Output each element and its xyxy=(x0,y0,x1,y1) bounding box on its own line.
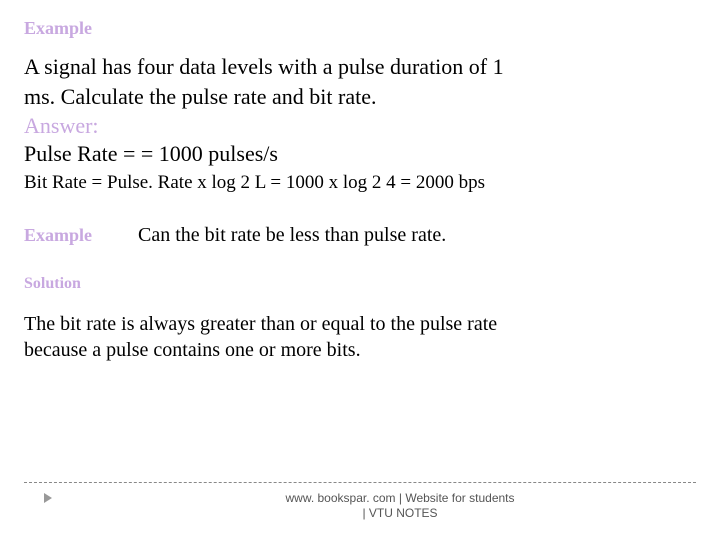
play-icon xyxy=(44,493,52,503)
footer-line-1: www. bookspar. com | Website for student… xyxy=(286,491,515,505)
problem-line-1: A signal has four data levels with a pul… xyxy=(24,53,696,81)
solution-label: Solution xyxy=(24,275,696,293)
footer: www. bookspar. com | Website for student… xyxy=(24,482,696,522)
bit-rate-line: Bit Rate = Pulse. Rate x log 2 L = 1000 … xyxy=(24,171,696,196)
example-2-row: Example Can the bit rate be less than pu… xyxy=(24,224,696,247)
solution-line-1: The bit rate is always greater than or e… xyxy=(24,311,696,337)
answer-label: Answer: xyxy=(24,112,696,140)
footer-line-2: | VTU NOTES xyxy=(362,506,437,520)
footer-text: www. bookspar. com | Website for student… xyxy=(24,491,696,522)
problem-line-2: ms. Calculate the pulse rate and bit rat… xyxy=(24,83,696,111)
solution-line-2: because a pulse contains one or more bit… xyxy=(24,337,696,363)
example-2-question: Can the bit rate be less than pulse rate… xyxy=(138,224,446,247)
pulse-rate-line: Pulse Rate = = 1000 pulses/s xyxy=(24,140,696,168)
example-heading: Example xyxy=(24,18,696,39)
example-2-label: Example xyxy=(24,225,92,246)
